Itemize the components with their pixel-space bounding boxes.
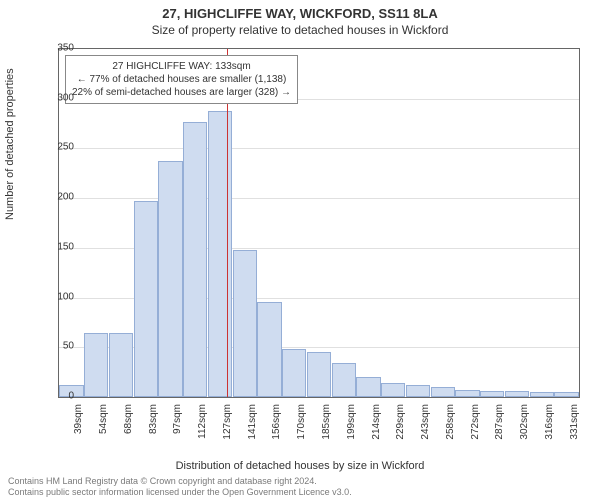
x-tick-label: 316sqm (544, 404, 555, 454)
histogram-bar (282, 349, 306, 397)
x-tick-label: 243sqm (420, 404, 431, 454)
y-tick-label: 50 (44, 341, 74, 352)
x-tick-label: 331sqm (569, 404, 580, 454)
annotation-box: 27 HIGHCLIFFE WAY: 133sqm ← 77% of detac… (65, 55, 298, 104)
y-axis-label: Number of detached properties (4, 68, 16, 220)
y-tick-label: 250 (44, 142, 74, 153)
y-tick-label: 300 (44, 92, 74, 103)
histogram-bar (84, 333, 108, 397)
x-tick-label: 258sqm (445, 404, 456, 454)
x-tick-label: 97sqm (172, 404, 183, 454)
x-tick-label: 185sqm (321, 404, 332, 454)
histogram-bar (455, 390, 479, 397)
annotation-line: 22% of semi-detached houses are larger (… (72, 86, 291, 99)
x-tick-label: 272sqm (470, 404, 481, 454)
annotation-line: 27 HIGHCLIFFE WAY: 133sqm (72, 60, 291, 73)
x-tick-label: 112sqm (197, 404, 208, 454)
histogram-bar (233, 250, 257, 397)
chart-subtitle: Size of property relative to detached ho… (0, 21, 600, 37)
histogram-bar (307, 352, 331, 397)
histogram-bar (208, 111, 232, 397)
y-tick-label: 200 (44, 192, 74, 203)
footer-attribution: Contains HM Land Registry data © Crown c… (8, 476, 352, 498)
histogram-bar (431, 387, 455, 397)
x-tick-label: 39sqm (73, 404, 84, 454)
histogram-bar (356, 377, 380, 397)
x-tick-label: 156sqm (271, 404, 282, 454)
histogram-bar (406, 385, 430, 397)
histogram-bar (554, 392, 578, 397)
x-tick-label: 199sqm (346, 404, 357, 454)
footer-line: Contains HM Land Registry data © Crown c… (8, 476, 352, 487)
histogram-bar (381, 383, 405, 397)
y-tick-label: 150 (44, 241, 74, 252)
histogram-bar (109, 333, 133, 397)
x-tick-label: 214sqm (371, 404, 382, 454)
x-tick-label: 68sqm (123, 404, 134, 454)
histogram-bar (134, 201, 158, 397)
annotation-line: ← 77% of detached houses are smaller (1,… (72, 73, 291, 86)
footer-line: Contains public sector information licen… (8, 487, 352, 498)
y-tick-label: 0 (44, 391, 74, 402)
histogram-bar (158, 161, 182, 397)
x-tick-label: 54sqm (98, 404, 109, 454)
y-tick-label: 100 (44, 291, 74, 302)
histogram-bar (332, 363, 356, 397)
x-axis-label: Distribution of detached houses by size … (0, 460, 600, 472)
x-tick-label: 302sqm (519, 404, 530, 454)
y-tick-label: 350 (44, 43, 74, 54)
x-tick-label: 127sqm (222, 404, 233, 454)
x-tick-label: 83sqm (148, 404, 159, 454)
histogram-bar (530, 392, 554, 397)
histogram-bar (480, 391, 504, 397)
histogram-bar (505, 391, 529, 397)
plot-area: 27 HIGHCLIFFE WAY: 133sqm ← 77% of detac… (58, 48, 580, 398)
chart-container: 27, HIGHCLIFFE WAY, WICKFORD, SS11 8LA S… (0, 0, 600, 500)
x-tick-label: 170sqm (296, 404, 307, 454)
x-tick-label: 287sqm (494, 404, 505, 454)
x-tick-label: 141sqm (247, 404, 258, 454)
histogram-bar (183, 122, 207, 397)
histogram-bar (257, 302, 281, 397)
chart-title: 27, HIGHCLIFFE WAY, WICKFORD, SS11 8LA (0, 0, 600, 21)
x-tick-label: 229sqm (395, 404, 406, 454)
